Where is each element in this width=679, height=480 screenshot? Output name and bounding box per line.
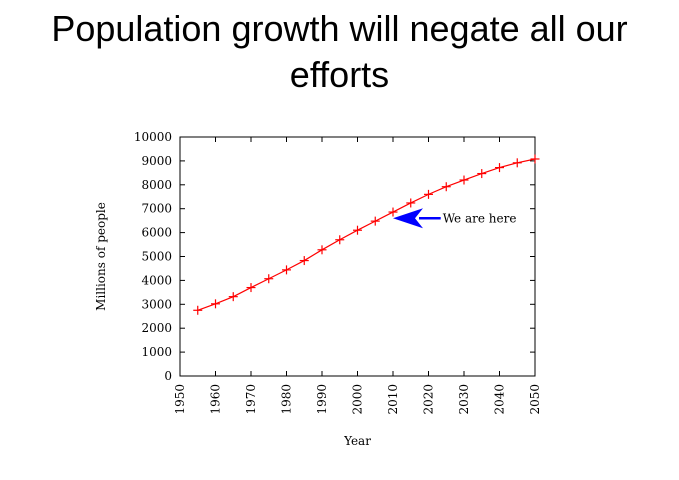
data-point	[335, 235, 345, 245]
y-tick-label: 5000	[141, 250, 172, 264]
data-point	[370, 216, 380, 226]
data-point	[193, 305, 203, 315]
y-axis-label: Millions of people	[94, 202, 108, 311]
data-point	[459, 175, 469, 185]
x-tick-label: 1980	[280, 384, 294, 415]
data-point	[264, 274, 274, 284]
data-point	[299, 256, 309, 266]
data-point	[317, 245, 327, 255]
data-point	[246, 283, 256, 293]
data-point	[441, 182, 451, 192]
x-tick-label: 1990	[315, 384, 329, 415]
x-tick-label: 2010	[386, 384, 400, 415]
y-tick-label: 8000	[141, 178, 172, 192]
data-point	[353, 225, 362, 235]
y-tick-label: 10000	[134, 130, 172, 144]
y-tick-label: 3000	[141, 297, 172, 311]
slide-title: Population growth will negate all our ef…	[51, 8, 628, 95]
y-tick-label: 0	[164, 369, 172, 383]
y-tick-label: 1000	[141, 345, 172, 359]
annotation-text: We are here	[443, 211, 517, 225]
x-tick-label: 1960	[209, 384, 223, 415]
data-point	[388, 207, 398, 217]
data-point	[406, 198, 416, 208]
chart-annotations: We are here	[393, 208, 517, 229]
data-point	[228, 292, 238, 302]
x-tick-label: 2000	[351, 384, 365, 415]
x-tick-label: 2050	[528, 384, 542, 415]
data-point	[530, 154, 540, 164]
data-point	[477, 169, 487, 179]
y-tick-label: 4000	[141, 273, 172, 287]
x-tick-label: 2020	[422, 384, 436, 415]
series-line	[197, 158, 536, 311]
y-tick-label: 7000	[141, 202, 172, 216]
data-point	[424, 189, 433, 199]
y-tick-label: 9000	[141, 154, 172, 168]
x-tick-label: 2040	[493, 384, 507, 415]
data-point	[211, 299, 220, 309]
data-point	[512, 158, 522, 168]
data-point	[282, 265, 291, 275]
x-tick-label: 1950	[173, 384, 187, 415]
y-tick-label: 6000	[141, 226, 172, 240]
x-axis-label: Year	[343, 434, 371, 448]
x-tick-label: 1970	[244, 384, 258, 415]
x-tick-label: 2030	[457, 384, 471, 415]
annotation-arrow-head	[393, 208, 423, 229]
data-point	[495, 163, 504, 173]
chart-series	[193, 154, 540, 315]
chart-ticks: 0 1000 2000 3000 4000 5000 6000 7000 8000 9000 100…	[134, 130, 542, 415]
y-tick-label: 2000	[141, 321, 172, 335]
